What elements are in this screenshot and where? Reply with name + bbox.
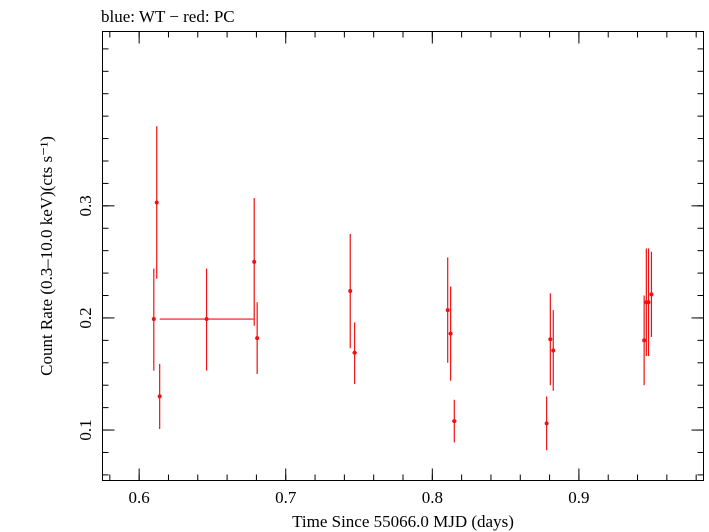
axis-ticks: [102, 31, 704, 481]
x-tick-label: 0.9: [568, 488, 589, 507]
data-points: [151, 126, 654, 451]
data-marker: [151, 317, 156, 322]
y-tick-label: 0.2: [76, 307, 95, 328]
data-marker: [204, 317, 209, 322]
data-marker: [448, 331, 453, 336]
data-point: [157, 363, 162, 429]
data-point: [544, 396, 549, 451]
data-point: [642, 295, 647, 386]
data-marker: [646, 300, 651, 305]
x-tick-label: 0.7: [275, 488, 297, 507]
data-marker: [544, 421, 549, 426]
data-marker: [445, 308, 450, 313]
x-tick-label: 0.8: [422, 488, 443, 507]
data-point: [551, 310, 556, 391]
data-marker: [649, 292, 654, 297]
data-point: [452, 399, 457, 443]
plot-frame: [102, 31, 704, 481]
chart-title: blue: WT − red: PC: [101, 7, 235, 26]
data-marker: [352, 350, 357, 355]
data-marker: [551, 348, 556, 353]
x-axis-label: Time Since 55066.0 MJD (days): [292, 512, 514, 531]
data-point: [352, 322, 357, 385]
data-point: [548, 293, 553, 386]
data-point: [348, 233, 353, 349]
data-marker: [252, 259, 257, 264]
data-point: [252, 197, 257, 326]
y-tick-label: 0.1: [76, 419, 95, 440]
data-marker: [548, 337, 553, 342]
data-point: [154, 126, 159, 279]
data-point: [255, 302, 260, 374]
data-marker: [157, 394, 162, 399]
y-tick-labels: 0.1 0.2 0.3: [76, 195, 95, 440]
data-point: [159, 268, 254, 371]
data-point: [445, 257, 450, 363]
data-point: [151, 268, 156, 371]
data-marker: [154, 200, 159, 205]
data-marker: [642, 338, 647, 343]
data-point: [649, 251, 654, 337]
data-point: [448, 286, 453, 381]
x-tick-labels: 0.6 0.7 0.8 0.9: [129, 488, 590, 507]
y-tick-label: 0.3: [76, 195, 95, 216]
y-axis-label: Count Rate (0.3–10.0 keV)(cts s⁻¹): [37, 136, 56, 376]
data-marker: [255, 336, 260, 341]
x-tick-label: 0.6: [129, 488, 150, 507]
data-marker: [452, 419, 457, 424]
data-point: [646, 248, 651, 357]
data-marker: [348, 289, 353, 294]
